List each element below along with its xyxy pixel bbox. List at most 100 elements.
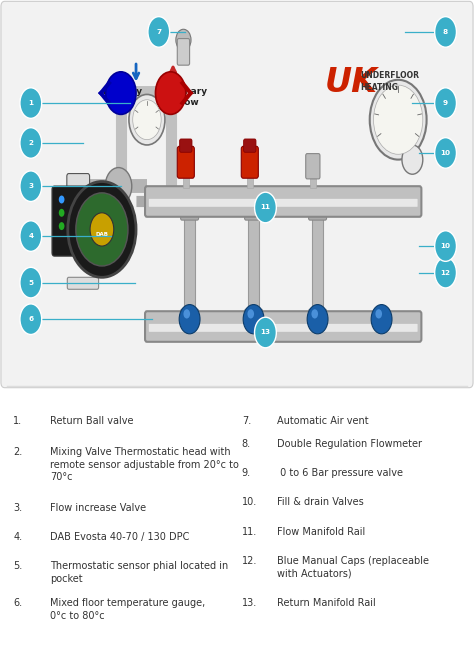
Circle shape (20, 88, 42, 118)
Circle shape (402, 145, 423, 174)
Text: 9.: 9. (242, 468, 251, 478)
Text: 6.: 6. (13, 598, 22, 608)
Text: 12.: 12. (242, 556, 257, 566)
Circle shape (435, 231, 456, 261)
Text: UNDERFLOOR: UNDERFLOOR (360, 71, 419, 80)
Circle shape (155, 72, 186, 114)
Text: Flow Manifold Rail: Flow Manifold Rail (277, 527, 365, 537)
Circle shape (255, 192, 276, 223)
Text: 0 to 6 Bar pressure valve: 0 to 6 Bar pressure valve (277, 468, 403, 478)
Text: Primary
Return: Primary Return (102, 87, 142, 107)
Text: HEATING: HEATING (360, 83, 398, 92)
Circle shape (374, 85, 423, 154)
Text: Return Ball valve: Return Ball valve (50, 416, 133, 426)
Text: DAB: DAB (95, 231, 109, 237)
FancyBboxPatch shape (181, 209, 199, 220)
Text: 10: 10 (440, 243, 451, 249)
Circle shape (105, 168, 132, 205)
Text: 10: 10 (440, 150, 451, 156)
FancyBboxPatch shape (244, 139, 256, 152)
Circle shape (183, 309, 190, 319)
FancyBboxPatch shape (149, 199, 418, 207)
Circle shape (176, 29, 191, 51)
Text: Thermostatic sensor phial located in
pocket: Thermostatic sensor phial located in poc… (50, 561, 228, 584)
Text: 6: 6 (28, 316, 33, 323)
Circle shape (59, 196, 64, 203)
Circle shape (370, 80, 427, 160)
Text: UK: UK (325, 66, 378, 99)
Circle shape (435, 257, 456, 288)
Circle shape (59, 222, 64, 230)
Text: Return Manifold Rail: Return Manifold Rail (277, 598, 376, 608)
Text: 4.: 4. (13, 532, 22, 542)
Circle shape (129, 94, 165, 145)
Circle shape (20, 171, 42, 201)
Circle shape (148, 17, 170, 47)
Text: 5.: 5. (13, 561, 23, 571)
FancyBboxPatch shape (177, 39, 190, 65)
Text: 2.: 2. (13, 447, 23, 457)
FancyBboxPatch shape (67, 277, 99, 289)
FancyBboxPatch shape (309, 209, 327, 220)
Text: Blue Manual Caps (replaceable
with Actuators): Blue Manual Caps (replaceable with Actua… (277, 556, 429, 579)
Circle shape (68, 182, 136, 277)
Circle shape (20, 304, 42, 334)
Circle shape (76, 193, 128, 266)
Circle shape (247, 309, 254, 319)
FancyBboxPatch shape (52, 186, 92, 256)
Bar (310, 176, 316, 188)
Circle shape (435, 17, 456, 47)
Text: 1.: 1. (13, 416, 22, 426)
Circle shape (59, 209, 64, 217)
FancyBboxPatch shape (145, 186, 421, 217)
Circle shape (435, 138, 456, 168)
Text: Fill & drain Valves: Fill & drain Valves (277, 497, 364, 507)
FancyBboxPatch shape (1, 1, 473, 388)
Text: Mixed floor temperature gauge,
0°c to 80°c: Mixed floor temperature gauge, 0°c to 80… (50, 598, 205, 621)
Circle shape (435, 88, 456, 118)
FancyBboxPatch shape (241, 146, 258, 178)
Bar (248, 214, 259, 314)
Bar (247, 174, 253, 188)
Bar (312, 214, 323, 314)
Text: 1: 1 (28, 100, 33, 106)
Circle shape (243, 305, 264, 334)
Bar (183, 174, 189, 188)
Text: 8: 8 (443, 29, 448, 35)
Text: 7: 7 (156, 29, 161, 35)
FancyBboxPatch shape (145, 311, 421, 342)
Text: 11: 11 (260, 204, 271, 211)
Circle shape (255, 317, 276, 348)
Text: 7.: 7. (242, 416, 251, 426)
Circle shape (311, 309, 318, 319)
Bar (184, 214, 195, 314)
Text: Automatic Air vent: Automatic Air vent (277, 416, 369, 426)
Circle shape (133, 100, 161, 140)
Text: 2: 2 (28, 140, 33, 146)
Text: 10.: 10. (242, 497, 257, 507)
Text: 12: 12 (440, 269, 451, 276)
FancyBboxPatch shape (149, 324, 418, 332)
Text: Primary
Flow: Primary Flow (167, 87, 207, 107)
Text: 4: 4 (28, 233, 33, 239)
Circle shape (371, 305, 392, 334)
Text: 9: 9 (443, 100, 448, 106)
Text: Double Regulation Flowmeter: Double Regulation Flowmeter (277, 439, 422, 449)
Text: 13: 13 (260, 329, 271, 336)
FancyBboxPatch shape (306, 154, 320, 179)
Circle shape (307, 305, 328, 334)
Circle shape (20, 221, 42, 251)
Circle shape (90, 213, 114, 246)
FancyBboxPatch shape (67, 174, 90, 199)
Text: Mixing Valve Thermostatic head with
remote sensor adjustable from 20°c to
70°c: Mixing Valve Thermostatic head with remo… (50, 447, 238, 483)
Text: 8.: 8. (242, 439, 251, 449)
Text: 5: 5 (28, 279, 33, 286)
FancyBboxPatch shape (309, 309, 327, 328)
Text: 3: 3 (28, 183, 33, 190)
Circle shape (179, 305, 200, 334)
FancyBboxPatch shape (245, 309, 263, 328)
Circle shape (20, 267, 42, 298)
Text: Flow increase Valve: Flow increase Valve (50, 503, 146, 513)
Text: DAB Evosta 40-70 / 130 DPC: DAB Evosta 40-70 / 130 DPC (50, 532, 189, 542)
Text: 3.: 3. (13, 503, 22, 513)
